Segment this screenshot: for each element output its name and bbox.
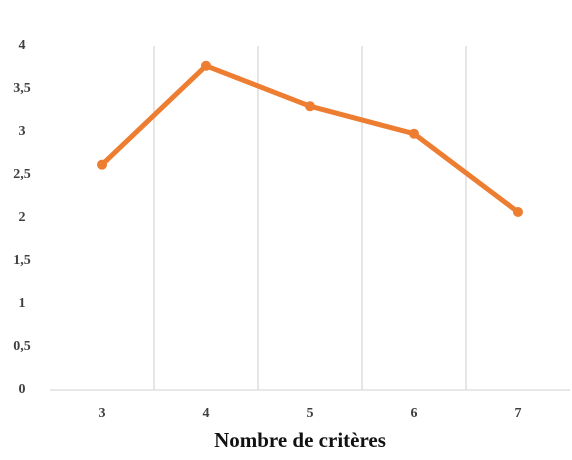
y-tick-label: 1 <box>19 296 26 311</box>
y-tick-label: 3 <box>19 124 26 139</box>
y-tick-label: 4 <box>19 38 26 53</box>
y-tick-label: 2 <box>19 210 26 225</box>
line <box>100 63 520 214</box>
x-tick-label: 5 <box>307 406 314 421</box>
y-tick-label: 0 <box>19 382 26 397</box>
y-tick-label: 3,5 <box>13 81 31 96</box>
marker <box>201 60 211 71</box>
marker <box>409 128 419 139</box>
marker <box>513 206 523 217</box>
x-axis-label: Nombre de critères <box>214 428 386 452</box>
y-tick-label: 2,5 <box>13 167 31 182</box>
x-tick-label: 6 <box>411 406 418 421</box>
marker <box>97 159 107 170</box>
marker <box>305 101 315 112</box>
y-tick-label: 1,5 <box>13 253 31 268</box>
x-tick-label: 4 <box>203 406 210 421</box>
x-tick-label: 3 <box>99 406 106 421</box>
x-tick-label: 7 <box>515 406 522 421</box>
y-tick-label: 0,5 <box>13 339 31 354</box>
